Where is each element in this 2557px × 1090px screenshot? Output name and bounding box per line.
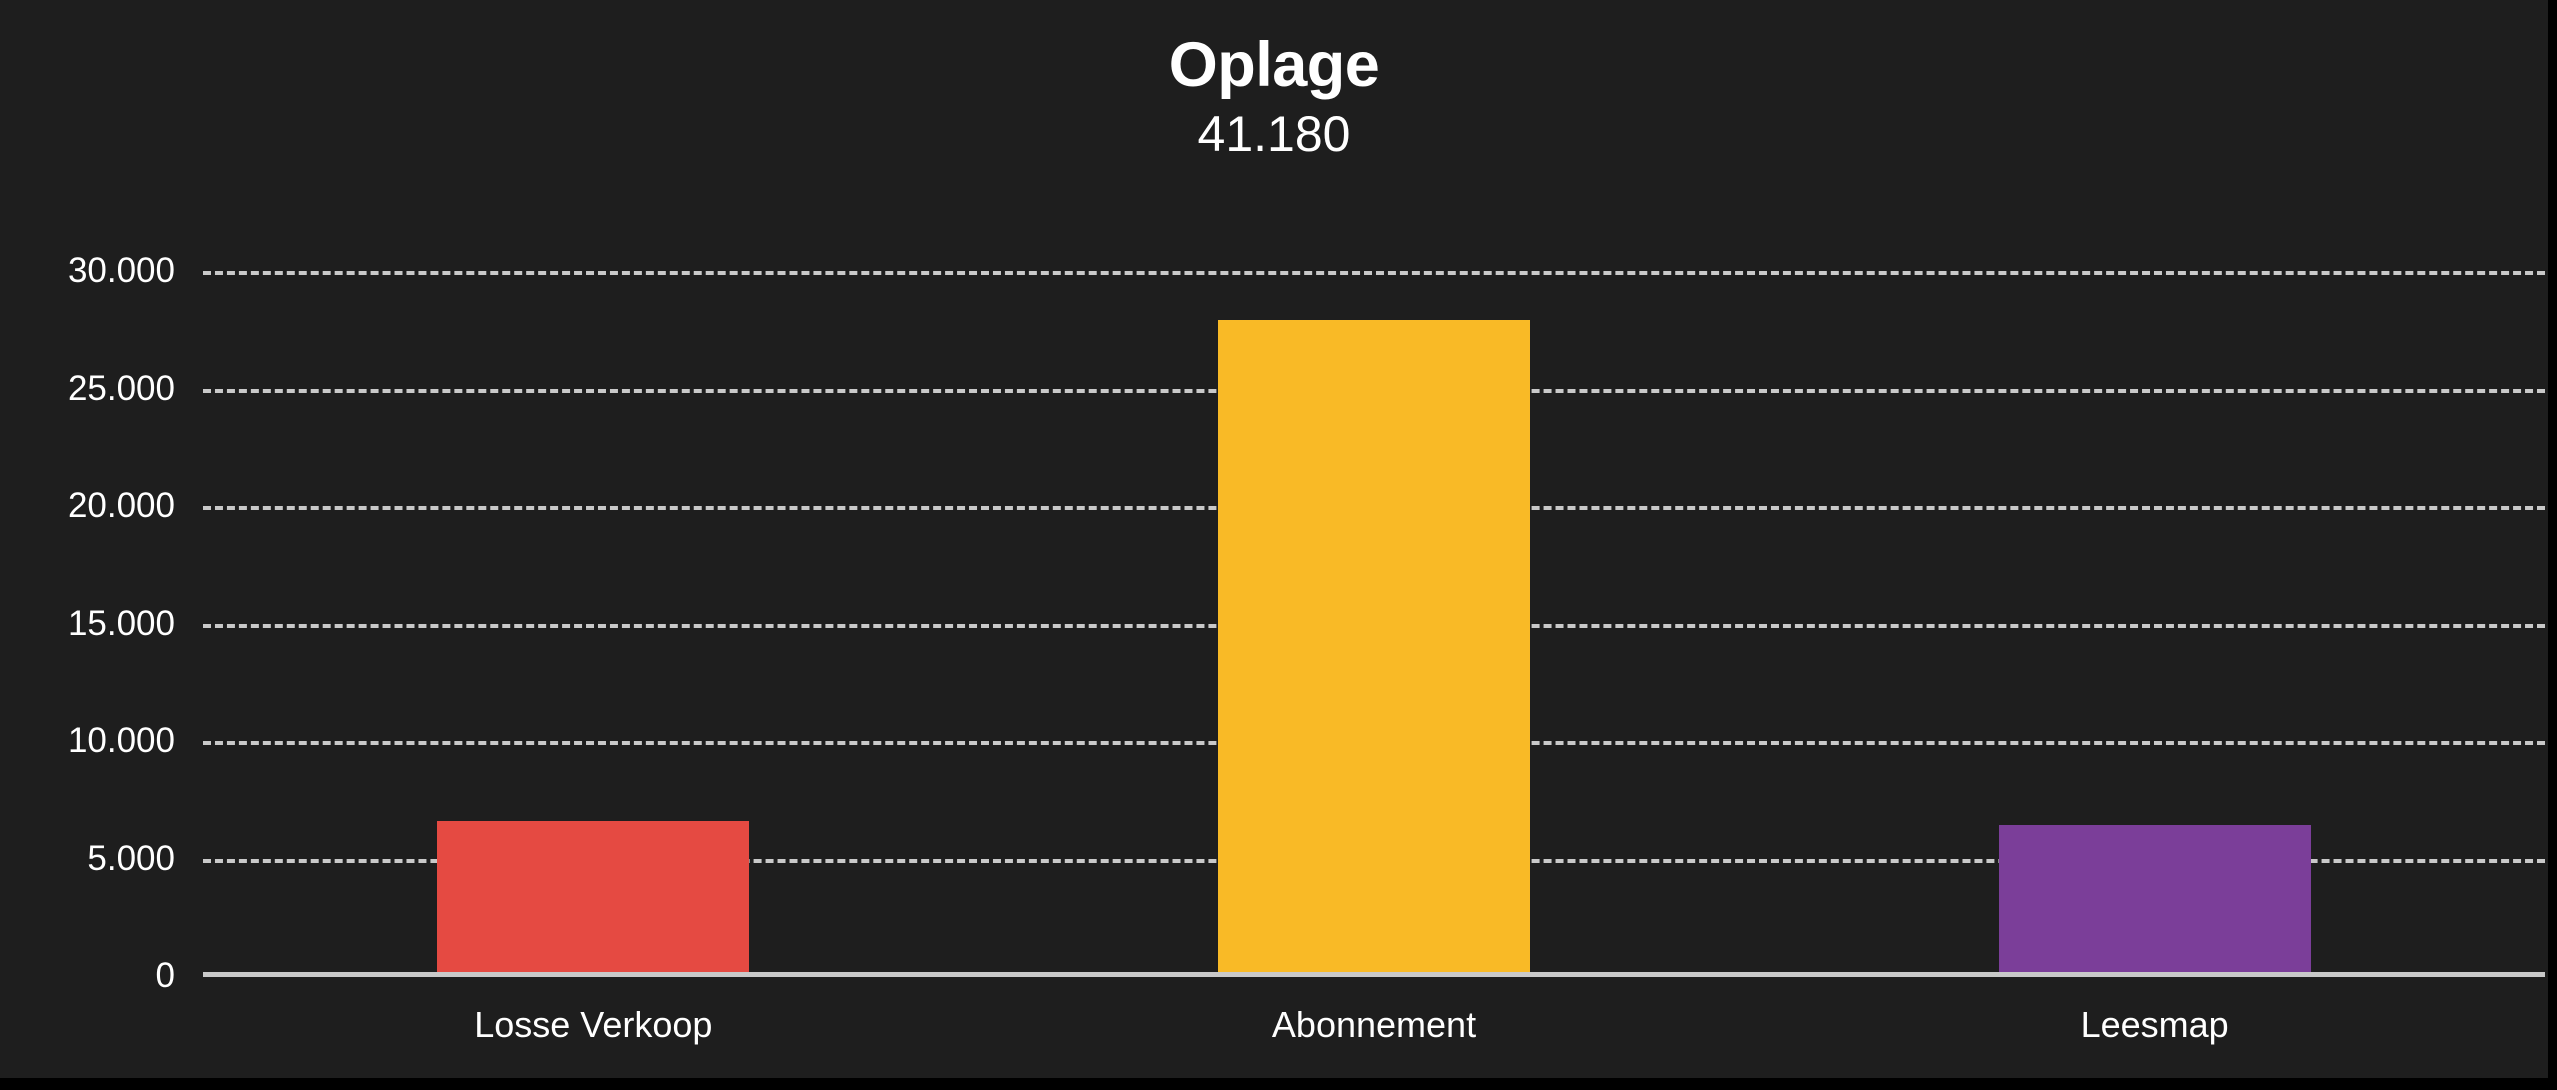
x-axis-tick-label: Losse Verkoop	[474, 1004, 713, 1045]
plot-area	[203, 271, 2545, 977]
x-axis-tick-label: Abonnement	[1271, 1004, 1477, 1045]
gridline	[203, 271, 2545, 275]
y-axis-tick-label: 0	[155, 956, 175, 995]
bar-leesmap[interactable]	[1998, 824, 2311, 976]
y-axis-tick-label: 15.000	[67, 603, 175, 643]
y-axis-tick-label: 5.000	[87, 838, 175, 878]
x-axis-tick-label: Leesmap	[2080, 1004, 2229, 1045]
y-axis-tick-label: 30.000	[67, 251, 175, 290]
bar-losse-verkoop[interactable]	[437, 820, 750, 976]
bar-abonnement[interactable]	[1218, 319, 1530, 976]
chart-title: Oplage	[1168, 30, 1380, 100]
y-axis-tick-label: 10.000	[67, 721, 175, 760]
x-axis-baseline	[203, 972, 2545, 977]
chart-heading: Oplage 41.180	[0, 0, 2548, 162]
y-axis-tick-label: 25.000	[67, 368, 175, 408]
y-axis-tick-label: 20.000	[67, 486, 175, 525]
chart-total-value: 41.180	[1197, 105, 1351, 162]
